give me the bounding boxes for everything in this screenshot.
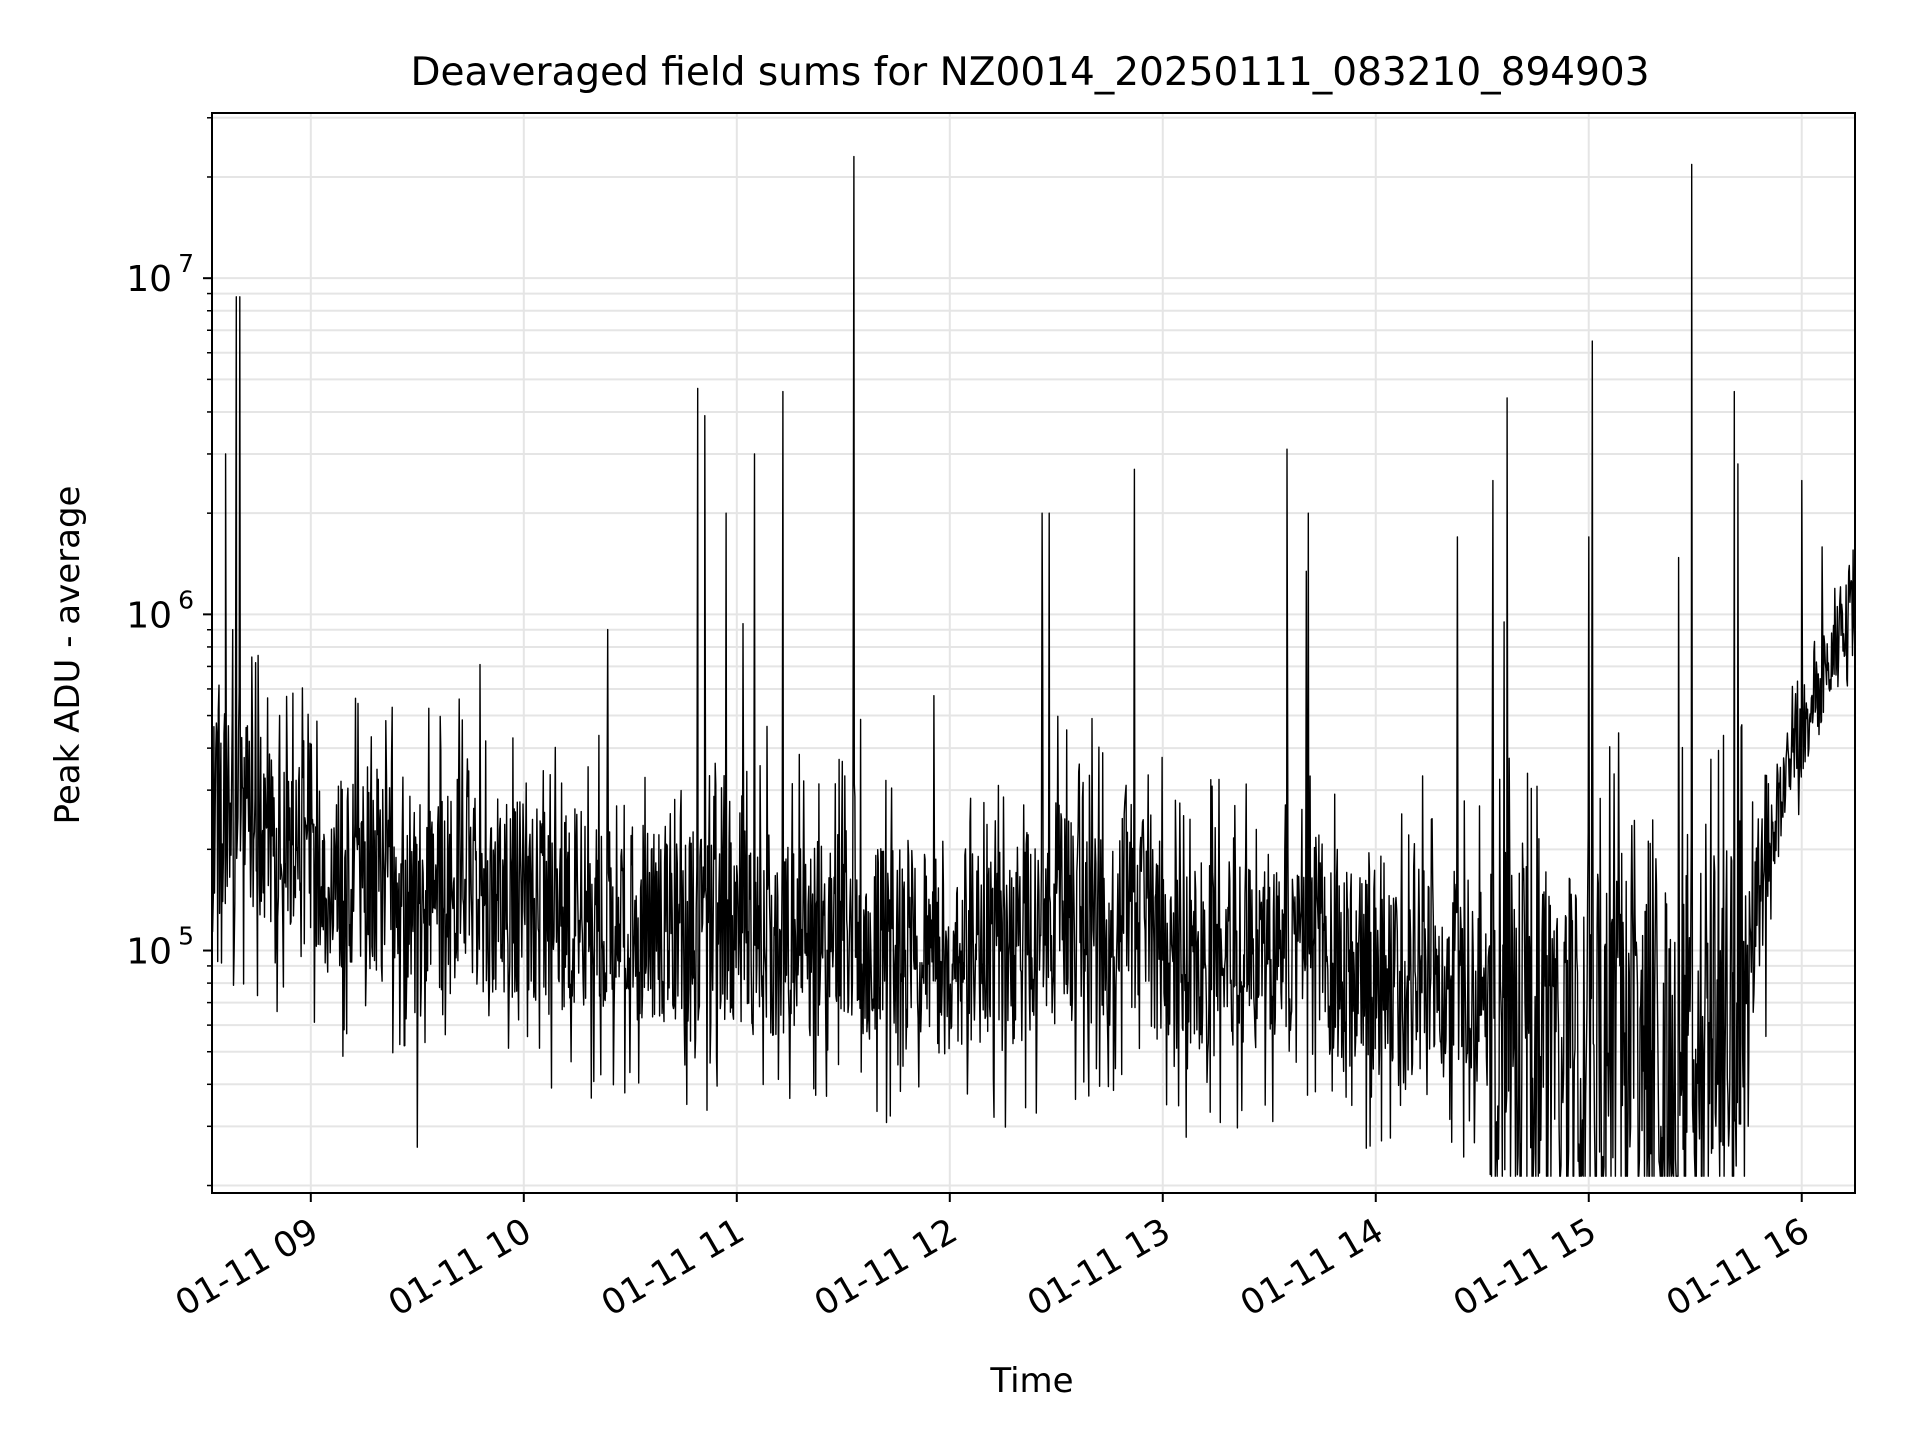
y-tick-label-exponent: 6 bbox=[178, 585, 194, 614]
series-line bbox=[211, 155, 1856, 1177]
y-tick-label: 10 bbox=[126, 932, 172, 973]
y-axis-label: Peak ADU - average bbox=[48, 486, 88, 825]
y-tick-label: 10 bbox=[126, 595, 172, 636]
chart-title: Deaveraged field sums for NZ0014_2025011… bbox=[410, 50, 1649, 95]
y-tick-label-exponent: 7 bbox=[178, 249, 194, 278]
plot-frame bbox=[211, 112, 1856, 1194]
y-tick-label-exponent: 5 bbox=[178, 922, 194, 951]
x-axis-label: Time bbox=[989, 1361, 1073, 1401]
y-tick-label: 10 bbox=[126, 259, 172, 300]
data-series bbox=[211, 155, 1856, 1177]
